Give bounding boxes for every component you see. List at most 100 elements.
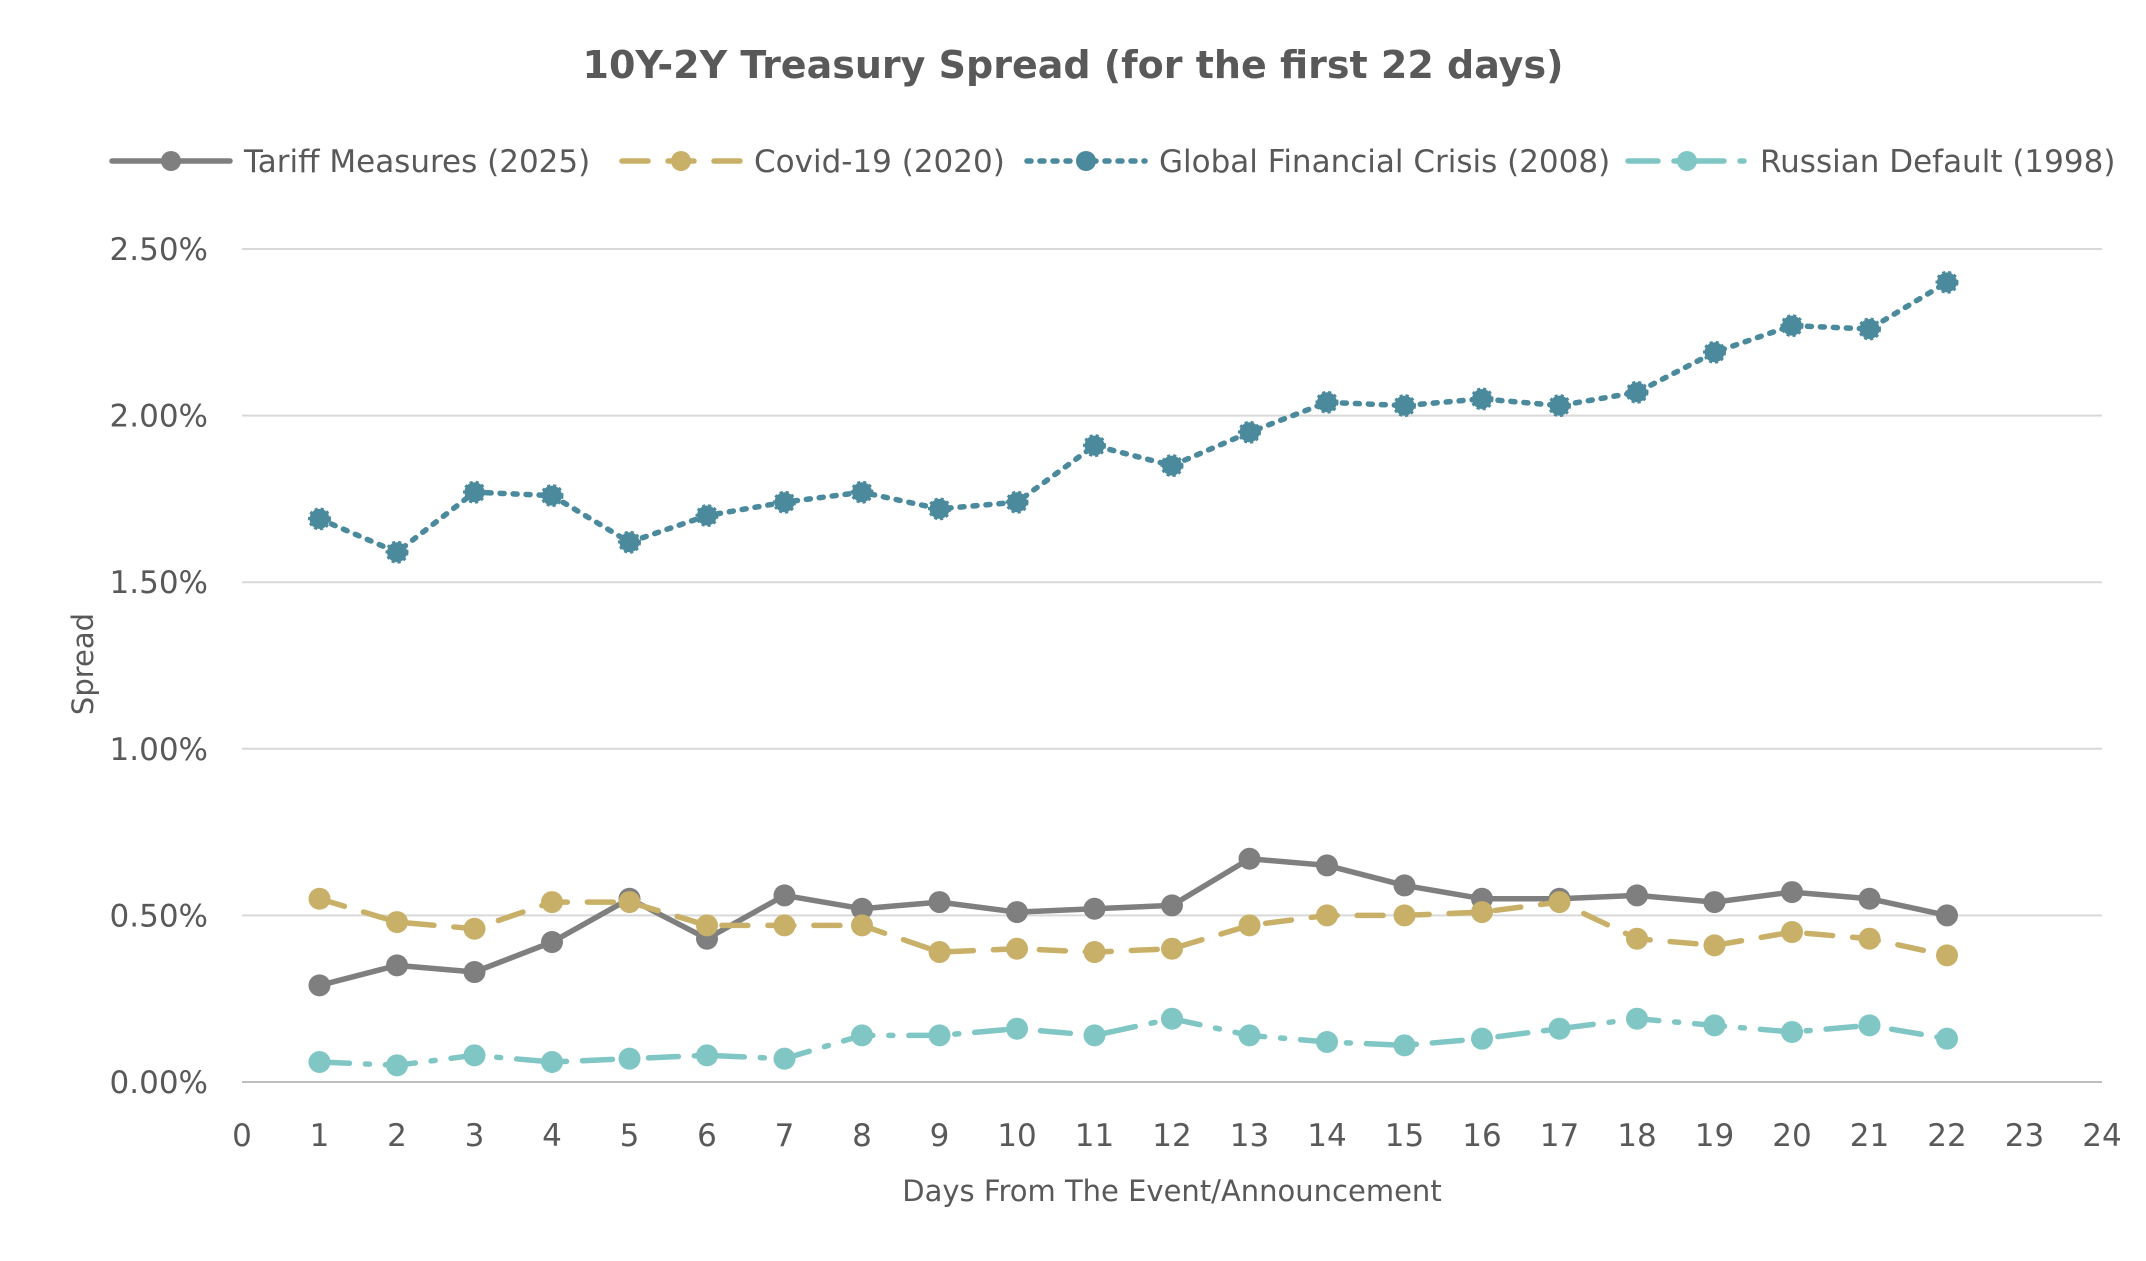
data-point: [463, 480, 486, 504]
series-line: [316, 279, 1950, 555]
data-point: [1548, 891, 1571, 914]
x-tick-label: 1: [310, 1118, 330, 1154]
legend-label: Russian Default (1998): [1760, 144, 2115, 180]
data-point: [696, 1044, 718, 1067]
legend-swatch-marker: [671, 151, 691, 171]
data-point: [1315, 390, 1339, 414]
data-point: [1316, 904, 1338, 927]
data-point: [1083, 941, 1106, 964]
x-tick-label: 13: [1230, 1118, 1269, 1154]
x-tick-label: 19: [1695, 1118, 1734, 1154]
data-point: [1858, 1014, 1881, 1037]
data-point: [1470, 387, 1494, 411]
data-point: [1858, 887, 1881, 910]
data-point: [540, 484, 564, 508]
x-tick-label: 20: [1772, 1118, 1811, 1154]
x-tick-label: 21: [1850, 1118, 1889, 1154]
data-point: [386, 954, 408, 977]
x-tick-label: 2: [387, 1118, 407, 1154]
y-axis: 0.00% 0.50% 1.00% 1.50% 2.00% 2.50%: [110, 232, 208, 1101]
data-point: [1238, 1024, 1261, 1047]
x-tick-label: 16: [1462, 1118, 1501, 1154]
x-axis-title: Days From The Event/Announcement: [902, 1174, 1441, 1208]
data-point: [1393, 394, 1416, 418]
data-point: [1548, 1017, 1571, 1040]
data-point: [1858, 927, 1881, 950]
legend-item: Tariff Measures (2025): [109, 144, 590, 180]
x-tick-label: 11: [1075, 1118, 1114, 1154]
data-point: [1083, 1024, 1106, 1047]
series-layer: [308, 270, 1959, 1077]
data-point: [1703, 934, 1726, 957]
data-point: [850, 480, 874, 504]
data-point: [1161, 937, 1183, 960]
x-tick-label: 10: [997, 1118, 1036, 1154]
series-line: [316, 1015, 1950, 1069]
legend-swatch-marker: [161, 151, 181, 171]
data-point: [618, 530, 641, 554]
series-global-financial-crisis-2008: [308, 270, 1959, 564]
y-tick-label: 2.50%: [110, 232, 208, 268]
data-point: [851, 1024, 873, 1047]
data-point: [1005, 490, 1029, 514]
x-tick-label: 14: [1307, 1118, 1346, 1154]
data-point: [308, 974, 331, 997]
data-point: [308, 887, 331, 910]
y-axis-title: Spread: [66, 613, 100, 715]
y-tick-label: 2.00%: [110, 399, 208, 435]
data-point: [1316, 854, 1338, 877]
series-russian-default-1998: [308, 1007, 1958, 1077]
series-covid-19-2020: [308, 887, 1958, 967]
x-tick-label: 17: [1540, 1118, 1579, 1154]
data-point: [773, 884, 796, 907]
data-point: [851, 897, 873, 920]
data-point: [1393, 1034, 1416, 1057]
data-point: [463, 961, 486, 984]
y-tick-label: 1.00%: [110, 732, 208, 768]
x-tick-label: 23: [2005, 1118, 2044, 1154]
data-point: [696, 914, 718, 937]
data-point: [1781, 881, 1803, 904]
data-point: [1393, 874, 1416, 897]
data-point: [1936, 1027, 1958, 1050]
data-point: [1936, 904, 1958, 927]
data-point: [618, 1047, 641, 1070]
legend-item: Global Financial Crisis (2008): [1024, 144, 1610, 180]
data-point: [1703, 340, 1726, 364]
y-tick-label: 0.00%: [110, 1065, 208, 1101]
x-tick-label: 8: [852, 1118, 872, 1154]
data-point: [1083, 897, 1106, 920]
x-tick-label: 4: [542, 1118, 562, 1154]
data-point: [928, 941, 951, 964]
data-point: [1781, 921, 1803, 944]
data-point: [1625, 380, 1649, 404]
data-point: [1935, 270, 1959, 294]
data-point: [1936, 944, 1958, 967]
legend-swatch-marker: [1677, 151, 1697, 171]
data-point: [1548, 394, 1571, 418]
x-tick-label: 22: [1927, 1118, 1966, 1154]
data-point: [1238, 914, 1261, 937]
series-line: [316, 895, 1950, 959]
data-point: [618, 891, 641, 914]
data-point: [1006, 1017, 1028, 1040]
data-point: [773, 1047, 796, 1070]
x-tick-label: 7: [775, 1118, 795, 1154]
data-point: [1781, 1021, 1803, 1044]
data-point: [1161, 1007, 1183, 1030]
data-point: [1316, 1031, 1338, 1054]
series-line: [316, 856, 1950, 989]
x-tick-label: 6: [697, 1118, 717, 1154]
x-axis: 0 1 2 3 4 5 6 7 8 9 10 11 12 13 14 15 16 17 18 19 20 21 22 23 24: [232, 1118, 2122, 1154]
legend-item: Russian Default (1998): [1625, 144, 2115, 180]
data-point: [386, 911, 408, 934]
x-tick-label: 24: [2082, 1118, 2121, 1154]
data-point: [928, 1024, 951, 1047]
data-point: [1083, 434, 1106, 458]
x-tick-label: 15: [1385, 1118, 1424, 1154]
legend-item: Covid-19 (2020): [619, 144, 1005, 180]
data-point: [695, 504, 719, 528]
y-tick-label: 1.50%: [110, 565, 208, 601]
data-point: [1626, 1007, 1648, 1030]
data-point: [1393, 904, 1416, 927]
